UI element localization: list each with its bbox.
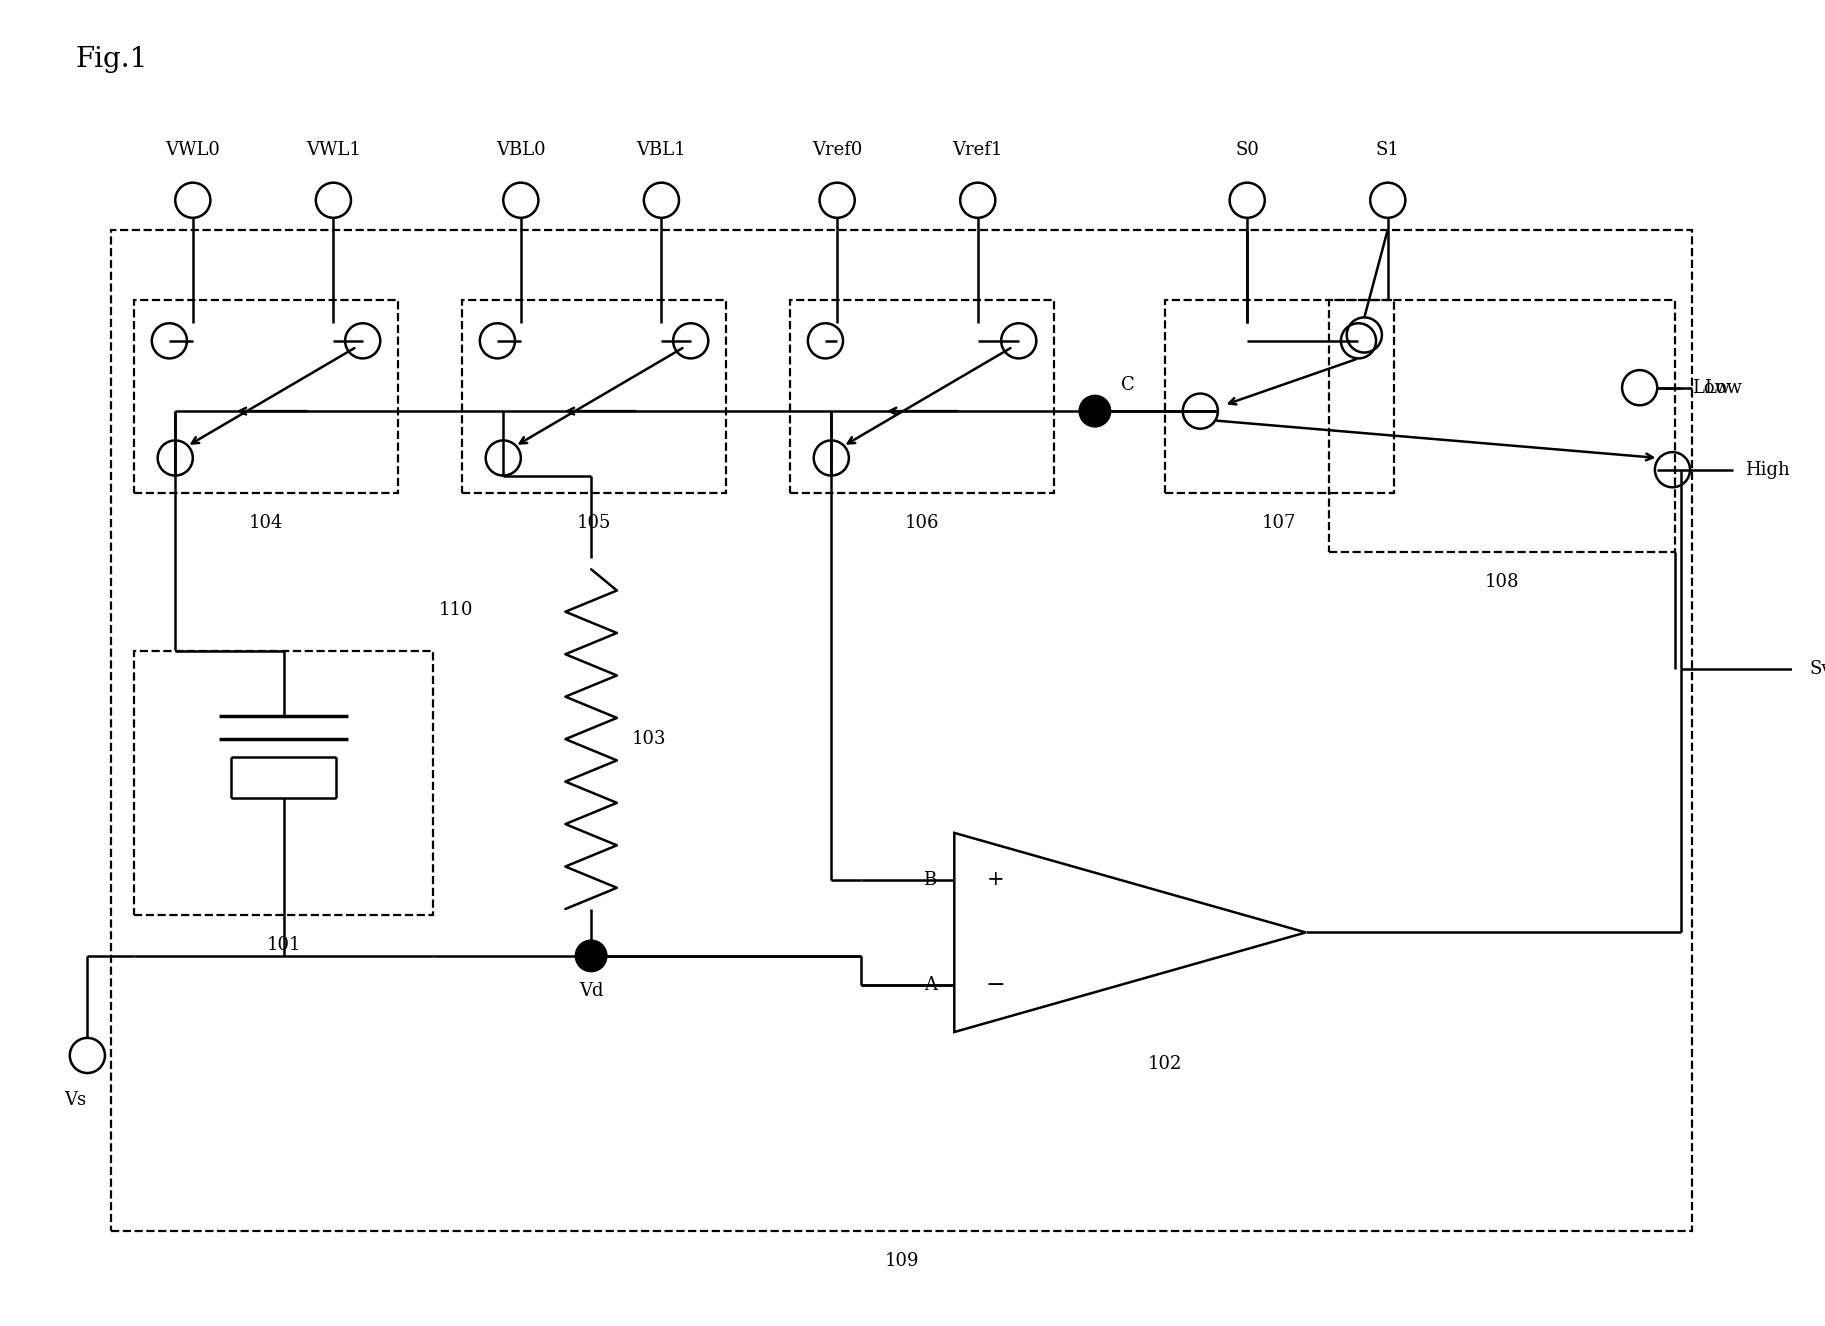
Text: 105: 105	[577, 514, 611, 532]
Bar	[462, 300, 726, 493]
Text: 104: 104	[248, 514, 283, 532]
Text: Vs: Vs	[64, 1090, 88, 1109]
Bar	[1329, 300, 1675, 552]
Text: S0: S0	[1236, 142, 1259, 159]
Text: Sv: Sv	[1810, 660, 1825, 678]
Text: Vd: Vd	[579, 981, 604, 1000]
Text: VBL0: VBL0	[496, 142, 546, 159]
Bar	[1164, 300, 1394, 493]
Bar	[790, 300, 1053, 493]
Text: Vref0: Vref0	[812, 142, 863, 159]
Text: VBL1: VBL1	[637, 142, 686, 159]
Text: VWL0: VWL0	[166, 142, 221, 159]
Text: Low: Low	[1692, 379, 1730, 396]
Text: −: −	[986, 973, 1006, 997]
Text: 106: 106	[905, 514, 940, 532]
Bar	[111, 229, 1692, 1231]
Circle shape	[577, 940, 606, 971]
Text: High: High	[1745, 460, 1790, 479]
Text: 109: 109	[885, 1252, 918, 1270]
Text: 110: 110	[438, 601, 473, 619]
Text: Low: Low	[1705, 379, 1743, 396]
Bar	[135, 651, 433, 915]
Text: A: A	[923, 976, 936, 994]
Text: 101: 101	[266, 936, 301, 953]
Circle shape	[1080, 396, 1110, 427]
Text: 102: 102	[1148, 1055, 1183, 1074]
Bar	[135, 300, 398, 493]
Text: 103: 103	[631, 731, 666, 748]
Text: Vref1: Vref1	[953, 142, 1004, 159]
Text: +: +	[987, 870, 1004, 890]
Text: C: C	[1121, 375, 1135, 394]
Text: 108: 108	[1486, 573, 1518, 591]
Text: B: B	[923, 871, 936, 888]
Text: Fig.1: Fig.1	[75, 46, 148, 73]
Text: VWL1: VWL1	[307, 142, 361, 159]
Text: 107: 107	[1263, 514, 1296, 532]
Text: S1: S1	[1376, 142, 1400, 159]
